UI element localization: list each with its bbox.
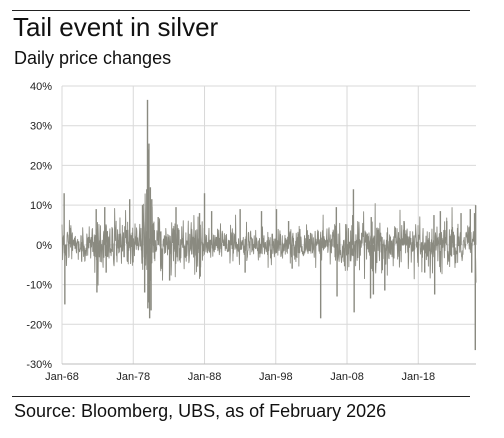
chart-title: Tail event in silver (13, 12, 219, 42)
y-tick-label: 40% (30, 81, 52, 93)
y-axis-ticks: 40% 30% 20% 10% 0% -10% -20% -30% (26, 81, 52, 371)
series-silver-daily-change (61, 99, 477, 351)
y-tick-label: 20% (30, 160, 52, 172)
grid-lines (61, 85, 476, 364)
x-tick-label: Jan-18 (401, 371, 435, 383)
top-rule (12, 10, 470, 11)
y-tick-label: -20% (26, 319, 52, 331)
x-axis-ticks: Jan-68 Jan-78 Jan-88 Jan-98 Jan-08 Jan-18 (45, 371, 435, 383)
series-line-daily-change (61, 193, 477, 290)
y-tick-label: 30% (30, 121, 52, 133)
bottom-rule (12, 396, 470, 397)
x-tick-label: Jan-08 (330, 371, 364, 383)
x-tick-label: Jan-98 (259, 371, 293, 383)
x-tick-label: Jan-88 (188, 371, 222, 383)
y-tick-label: 10% (30, 200, 52, 212)
y-tick-label: -30% (26, 359, 52, 371)
x-tick-label: Jan-68 (45, 371, 79, 383)
y-tick-label: 0% (36, 240, 52, 252)
source-note: Source: Bloomberg, UBS, as of February 2… (14, 401, 387, 421)
chart-subtitle: Daily price changes (14, 48, 172, 68)
y-tick-label: -10% (26, 280, 52, 292)
x-tick-label: Jan-78 (116, 371, 150, 383)
